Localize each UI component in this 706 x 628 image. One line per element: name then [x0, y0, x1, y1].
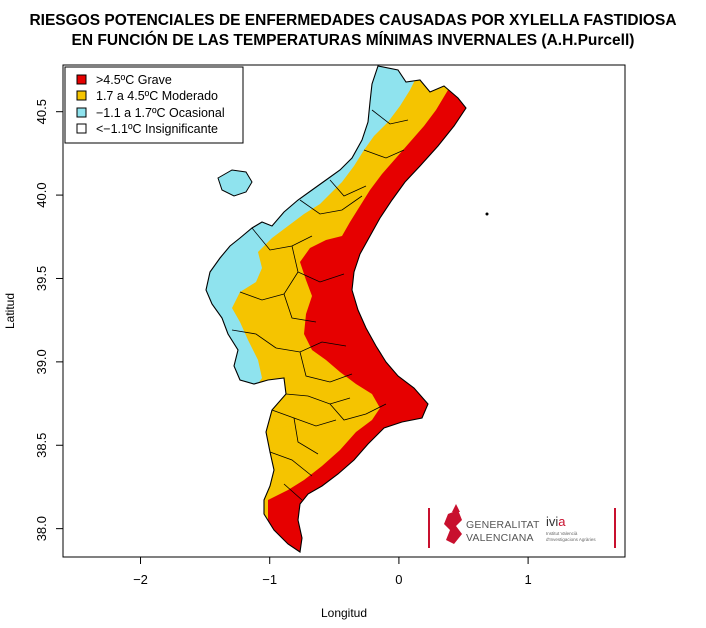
y-tick-label: 38.0 — [34, 516, 49, 541]
legend-label-grave: >4.5ºC Grave — [96, 73, 172, 87]
chart-title-line-1: RIESGOS POTENCIALES DE ENFERMEDADES CAUS… — [29, 12, 677, 29]
legend-box — [64, 66, 244, 144]
x-axis: −2 −1 0 1 — [133, 556, 532, 587]
chart-title-line-2: EN FUNCIÓN DE LAS TEMPERATURAS MÍNIMAS I… — [71, 32, 635, 49]
legend-label-moderado: 1.7 a 4.5ºC Moderado — [96, 89, 218, 103]
generalitat-emblem-icon — [444, 504, 462, 544]
ivia-subtext-2: d'Investigacions Agràries — [546, 537, 596, 542]
ivia-subtext-1: Institut Valencià — [546, 531, 578, 536]
zone-moderado-south — [268, 426, 310, 484]
legend-swatch-insignificante — [76, 123, 87, 134]
x-tick-label: 1 — [524, 572, 531, 587]
logos: GENERALITAT VALENCIANA ivia Institut Val… — [428, 504, 616, 548]
x-axis-label: Longitud — [321, 606, 367, 620]
legend: >4.5ºC Grave 1.7 a 4.5ºC Moderado −1.1 a… — [64, 66, 244, 144]
exclave-ademuz — [217, 169, 253, 197]
y-tick-label: 40.5 — [34, 99, 49, 124]
y-tick-label: 39.0 — [34, 349, 49, 374]
x-tick-label: −2 — [133, 572, 148, 587]
legend-swatch-moderado — [76, 90, 87, 101]
y-tick-label: 39.5 — [34, 266, 49, 291]
legend-label-insignificante: <−1.1ºC Insignificante — [96, 122, 218, 136]
legend-swatch-ocasional — [76, 107, 87, 118]
y-axis: 38.0 38.5 39.0 39.5 40.0 40.5 — [34, 99, 64, 541]
island-dot — [485, 212, 489, 216]
legend-label-ocasional: −1.1 a 1.7ºC Ocasional — [96, 106, 225, 120]
ivia-logo-text: ivia — [546, 514, 566, 529]
legend-swatch-grave — [76, 74, 87, 85]
y-tick-label: 38.5 — [34, 433, 49, 458]
x-tick-label: 0 — [395, 572, 402, 587]
zone-moderado-patch — [270, 296, 302, 348]
y-axis-label: Latitud — [3, 293, 17, 329]
logo-divider-left — [428, 508, 430, 548]
y-tick-label: 40.0 — [34, 182, 49, 207]
generalitat-text-1: GENERALITAT — [466, 519, 540, 531]
x-tick-label: −1 — [262, 572, 277, 587]
county-borders — [231, 109, 409, 501]
logo-divider-right — [614, 508, 616, 548]
generalitat-text-2: VALENCIANA — [466, 532, 534, 544]
